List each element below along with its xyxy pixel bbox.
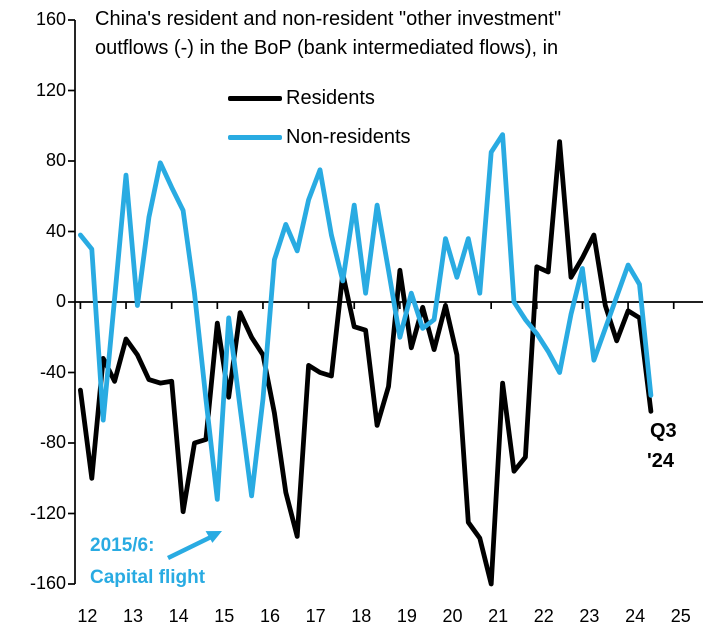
- capital-flight-arrow-head: [205, 531, 222, 543]
- y-axis-label: 0: [55, 291, 66, 311]
- y-axis-label: 120: [35, 79, 66, 100]
- y-axis-label: 160: [35, 9, 66, 29]
- x-axis-label: 18: [351, 606, 372, 626]
- capital-flight-annotation-line2: Capital flight: [90, 567, 206, 588]
- y-axis-label: -80: [39, 432, 66, 452]
- capital-flight-annotation-line1: 2015/6:: [90, 535, 155, 556]
- non-residents-line-swatch: [228, 135, 282, 140]
- y-axis-label: -120: [29, 502, 66, 523]
- x-axis-label: 23: [579, 606, 600, 626]
- x-axis-label: 16: [259, 606, 280, 626]
- last-point-label-line1: Q3: [650, 420, 677, 442]
- y-axis-label: -40: [39, 361, 66, 382]
- x-axis-label: 17: [305, 606, 326, 626]
- x-axis-label: 15: [214, 606, 235, 626]
- x-axis-label: 14: [168, 606, 189, 626]
- non-residents-line-series: [78, 132, 654, 502]
- x-axis-label: 13: [123, 606, 144, 626]
- x-axis-label: 12: [77, 606, 98, 626]
- x-axis-label: 20: [442, 606, 463, 626]
- legend-label-non-residents: Non-residents: [286, 126, 411, 148]
- y-axis-label: -160: [29, 573, 66, 593]
- x-axis-label: 19: [396, 606, 417, 626]
- capital-flight-arrow-shaft: [167, 534, 212, 561]
- residents-line-swatch: [228, 96, 282, 101]
- chart-title-line2: outflows (-) in the BoP (bank intermedia…: [95, 37, 559, 59]
- chart-title-line1: China's resident and non-resident "other…: [95, 8, 562, 30]
- legend-item-residents: Residents: [228, 87, 375, 110]
- residents-line-series: [78, 139, 654, 587]
- y-axis-label: 80: [45, 150, 66, 170]
- x-axis-label: 24: [625, 606, 646, 626]
- last-point-label-line2: '24: [647, 450, 675, 472]
- legend-item-non-residents: Non-residents: [228, 126, 411, 149]
- y-axis-label: 40: [45, 220, 66, 241]
- legend-label-residents: Residents: [286, 87, 375, 109]
- x-axis-label: 22: [533, 606, 554, 626]
- x-axis-label: 25: [670, 606, 691, 626]
- x-axis-label: 21: [488, 606, 509, 626]
